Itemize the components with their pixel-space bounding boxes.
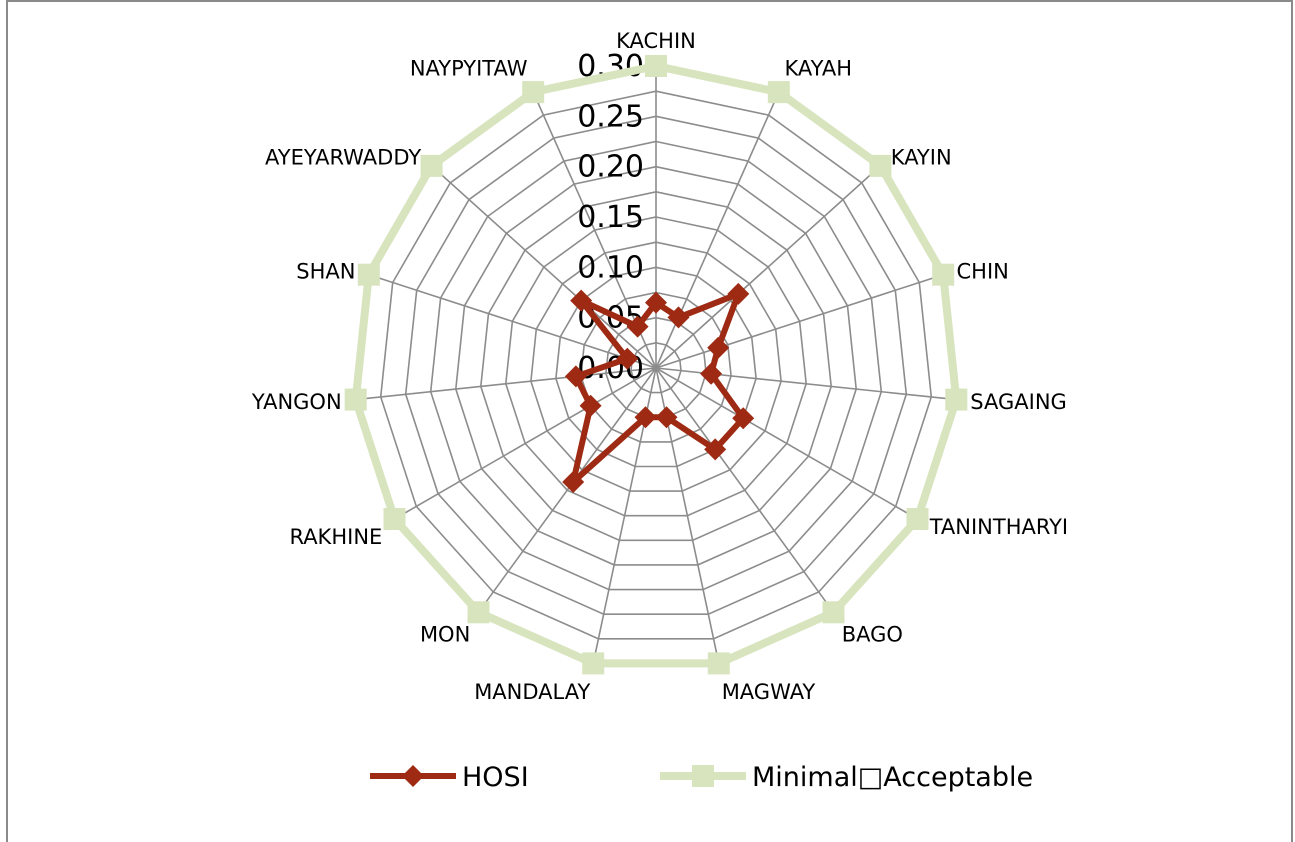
category-label-kayin: KAYIN xyxy=(891,146,952,170)
category-label-ayeyarwaddy: AYEYARWADDY xyxy=(265,146,421,170)
point-minimal-acceptable-mon xyxy=(467,601,490,624)
point-minimal-acceptable-bago xyxy=(822,601,845,624)
category-label-tanintharyi: TANINTHARYI xyxy=(929,515,1068,539)
category-label-shan: SHAN xyxy=(296,259,355,283)
legend-marker-hosi xyxy=(402,765,424,787)
point-minimal-acceptable-sagaing xyxy=(945,388,968,411)
spoke-rakhine xyxy=(394,367,657,520)
point-hosi-bago xyxy=(704,438,727,461)
point-minimal-acceptable-yangon xyxy=(344,388,367,411)
tick-label: 0.10 xyxy=(577,250,644,285)
point-minimal-acceptable-naypyitaw xyxy=(522,81,545,104)
spoke-kayin xyxy=(655,165,881,369)
series-line-minimal-acceptable xyxy=(351,62,961,668)
grid-ring-8 xyxy=(454,165,858,566)
point-minimal-acceptable-mandalay xyxy=(582,652,605,675)
category-label-naypyitaw: NAYPYITAW xyxy=(410,56,528,80)
point-hosi-yangon xyxy=(564,365,587,388)
point-minimal-acceptable-kayin xyxy=(869,154,892,177)
point-minimal-acceptable-magway xyxy=(707,652,730,675)
point-minimal-acceptable-rakhine xyxy=(383,508,406,530)
point-hosi-kachin xyxy=(645,291,667,314)
tick-label: 0.15 xyxy=(577,200,644,235)
point-hosi-tanintharyi xyxy=(732,407,755,430)
category-label-kayah: KAYAH xyxy=(785,56,853,80)
tick-label: 0.25 xyxy=(577,99,644,134)
point-minimal-acceptable-shan xyxy=(357,263,380,286)
category-label-bago: BAGO xyxy=(842,623,903,647)
point-hosi-kayah xyxy=(667,306,690,329)
category-label-mandalay: MANDALAY xyxy=(474,680,590,704)
point-hosi-mandalay xyxy=(634,406,657,429)
spoke-tanintharyi xyxy=(655,367,918,520)
category-label-rakhine: RAKHINE xyxy=(289,525,382,549)
grid-ring-9 xyxy=(429,140,883,591)
legend-marker-minimal-acceptable xyxy=(692,765,714,787)
point-hosi-magway xyxy=(655,406,678,429)
category-label-chin: CHIN xyxy=(957,259,1009,283)
legend-label-minimal-acceptable: Minimal□Acceptable xyxy=(752,762,1033,793)
spoke-bago xyxy=(655,367,835,613)
point-minimal-acceptable-kayah xyxy=(767,81,790,104)
point-hosi-mon xyxy=(562,471,585,493)
category-label-mon: MON xyxy=(420,623,470,647)
point-hosi-chin xyxy=(707,336,730,359)
point-hosi-ayeyarwaddy xyxy=(570,289,593,312)
category-label-kachin: KACHIN xyxy=(616,29,696,53)
spoke-mon xyxy=(477,367,657,613)
legend-label-hosi: HOSI xyxy=(462,762,529,793)
spoke-yangon xyxy=(355,367,657,401)
spoke-ayeyarwaddy xyxy=(431,165,657,369)
point-hosi-kayin xyxy=(727,282,750,305)
tick-label: 0.20 xyxy=(577,150,644,185)
grid-ring-4 xyxy=(555,266,757,468)
point-hosi-shan xyxy=(616,347,639,370)
point-minimal-acceptable-tanintharyi xyxy=(906,508,929,530)
grid-ring-7 xyxy=(479,190,833,542)
category-label-sagaing: SAGAING xyxy=(970,390,1067,414)
category-label-magway: MAGWAY xyxy=(722,680,816,704)
point-minimal-acceptable-ayeyarwaddy xyxy=(420,154,443,177)
grid-ring-3 xyxy=(580,291,732,443)
point-hosi-sagaing xyxy=(700,362,723,385)
grid-ring-11 xyxy=(379,90,933,640)
spoke-chin xyxy=(655,273,944,369)
point-hosi-naypyitaw xyxy=(626,315,649,338)
point-minimal-acceptable-kachin xyxy=(645,55,667,77)
grid-ring-6 xyxy=(504,216,808,517)
spoke-shan xyxy=(368,273,657,369)
point-hosi-rakhine xyxy=(579,394,602,417)
category-label-yangon: YANGON xyxy=(251,390,342,414)
grid-ring-10 xyxy=(404,115,908,616)
grid-ring-5 xyxy=(530,241,782,492)
point-minimal-acceptable-chin xyxy=(932,263,955,286)
